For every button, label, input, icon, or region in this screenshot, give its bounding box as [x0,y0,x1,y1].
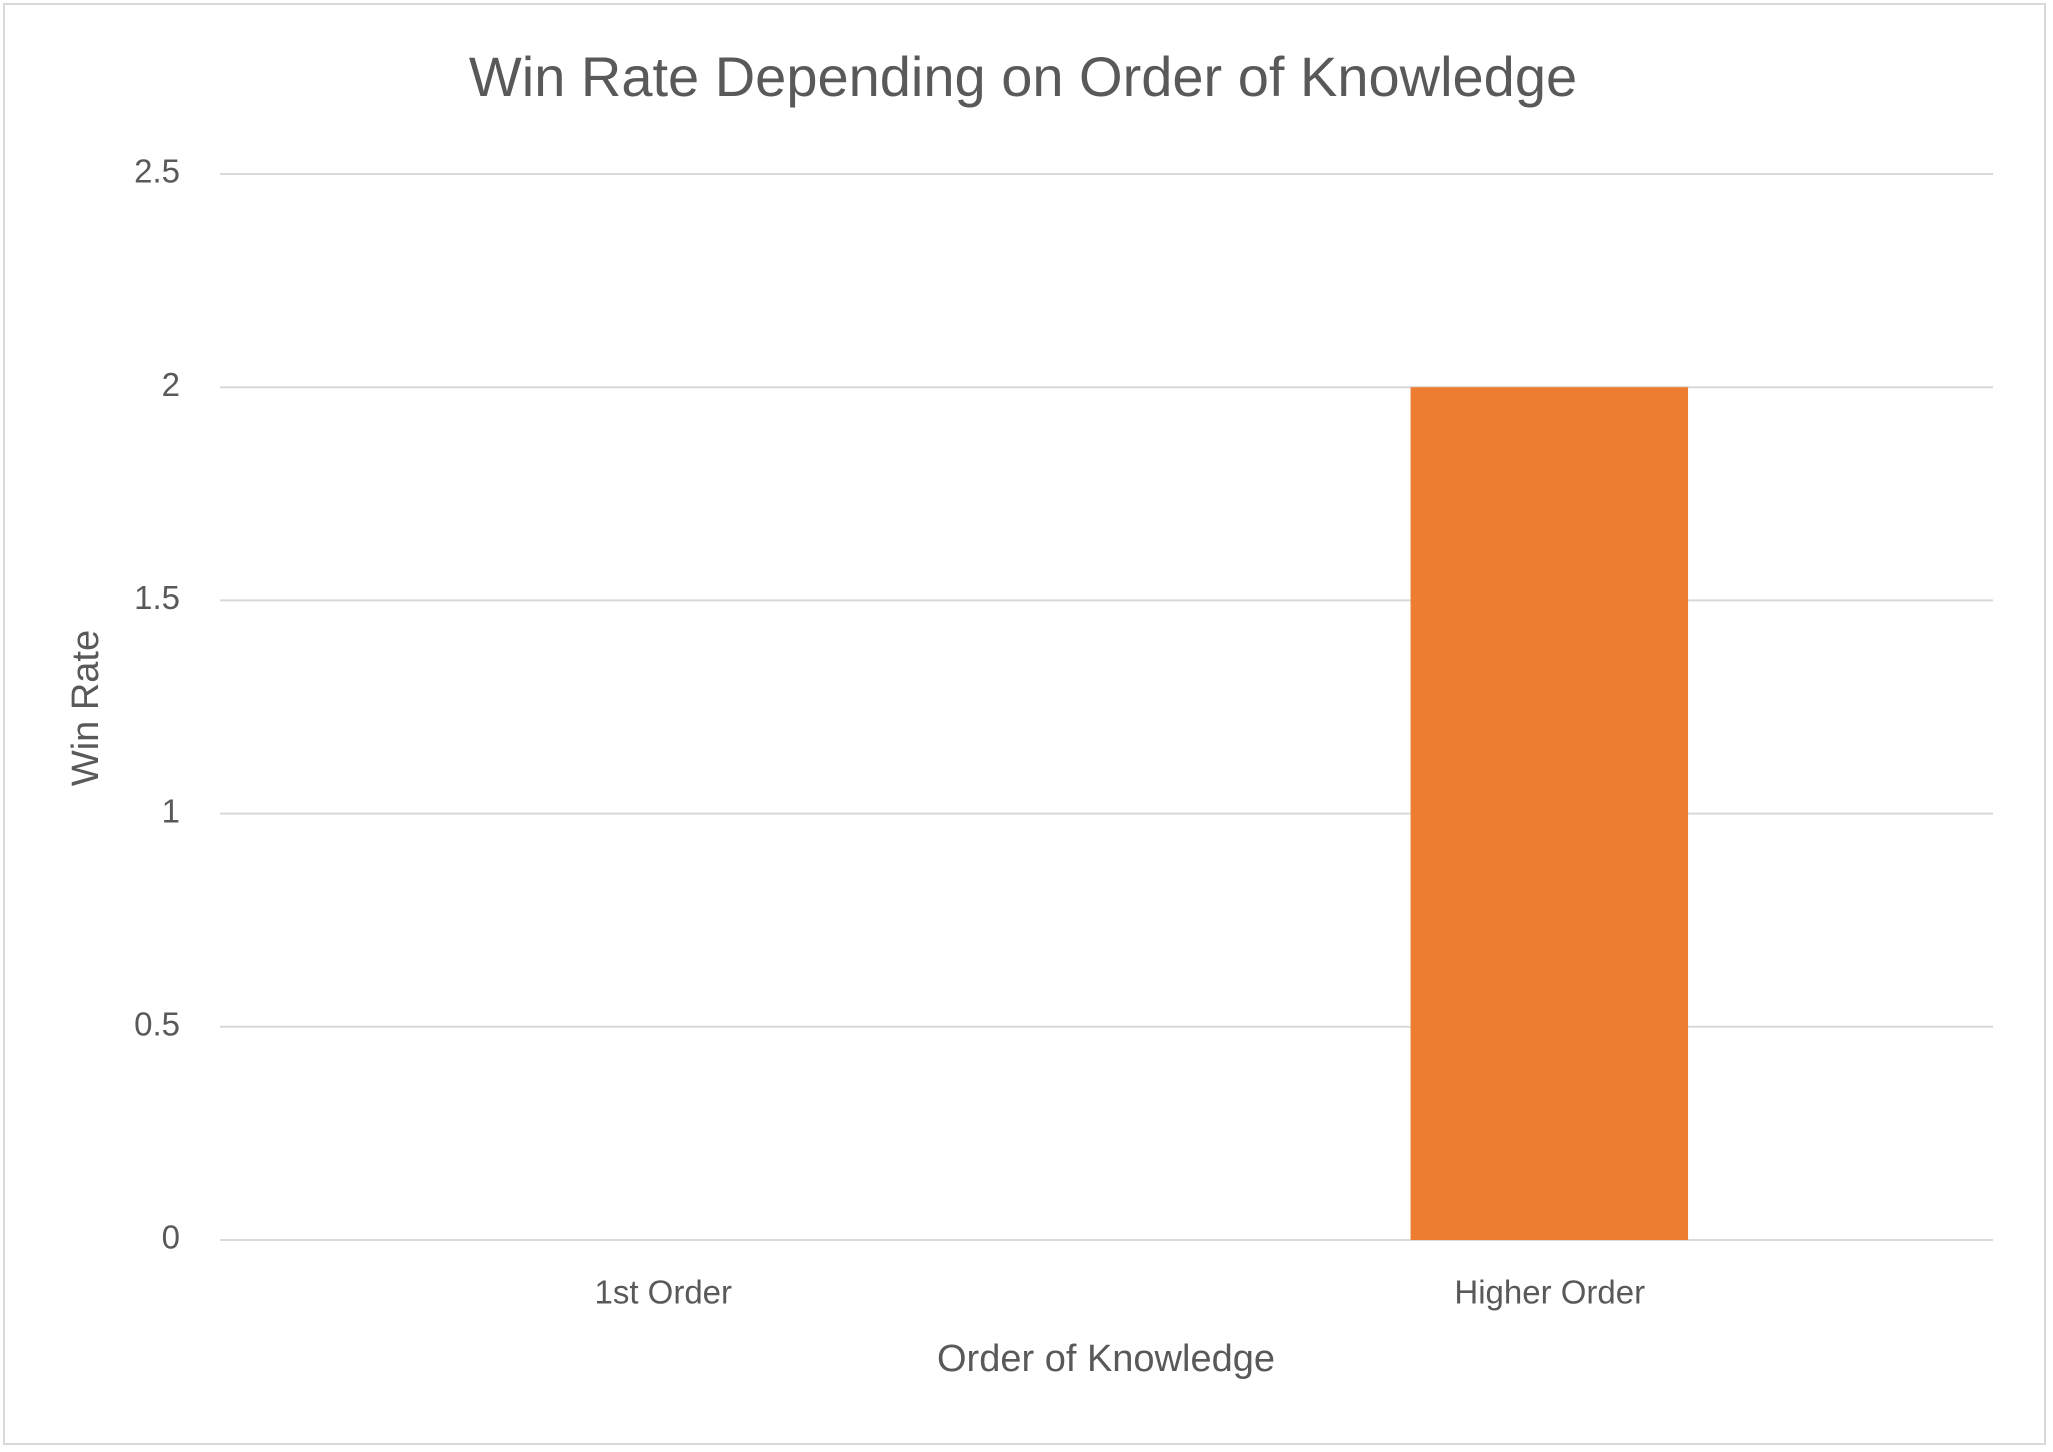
y-tick-label: 2 [162,366,180,403]
y-tick-label: 2.5 [134,153,180,190]
y-tick-label: 1 [162,792,180,829]
y-tick-label: 1.5 [134,579,180,616]
x-tick-label: 1st Order [594,1274,732,1311]
x-axis-title: Order of Knowledge [937,1338,1275,1380]
y-tick-label: 0.5 [134,1006,180,1043]
y-tick-label: 0 [162,1219,180,1256]
y-axis-title: Win Rate [65,630,107,786]
chart-title: Win Rate Depending on Order of Knowledge [469,45,1577,108]
bar [1410,387,1689,1240]
x-tick-label: Higher Order [1454,1274,1645,1311]
chart-border [3,3,2046,1445]
